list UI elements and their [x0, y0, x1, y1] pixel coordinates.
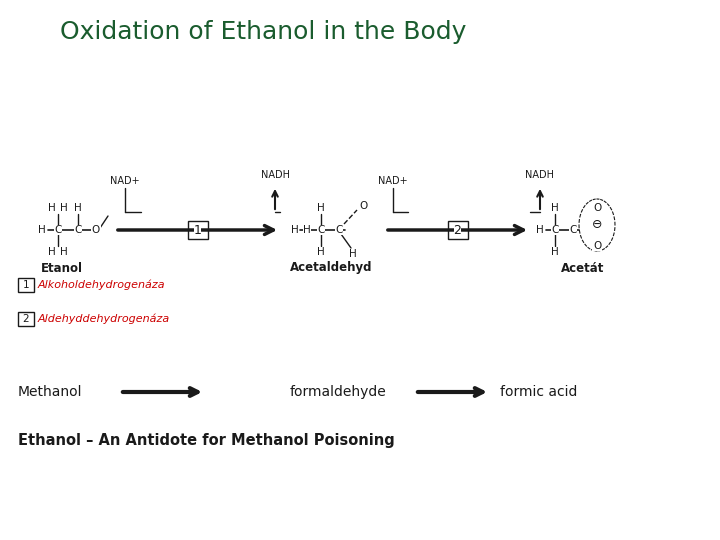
Text: H: H [536, 225, 544, 235]
Text: ⊖: ⊖ [592, 219, 602, 232]
Text: Methanol: Methanol [18, 385, 83, 399]
Text: formic acid: formic acid [500, 385, 577, 399]
Text: 1: 1 [194, 224, 202, 237]
Text: formaldehyde: formaldehyde [290, 385, 387, 399]
Text: O: O [593, 241, 601, 251]
Text: H: H [60, 247, 68, 257]
Text: H: H [74, 203, 82, 213]
Text: H: H [291, 225, 299, 235]
Text: H: H [349, 249, 357, 259]
Text: C: C [74, 225, 81, 235]
Text: Ethanol – An Antidote for Methanol Poisoning: Ethanol – An Antidote for Methanol Poiso… [18, 433, 395, 448]
Text: C: C [552, 225, 559, 235]
Text: 2: 2 [454, 224, 462, 237]
Text: Acetaldehyd: Acetaldehyd [289, 261, 372, 274]
Bar [18, 312, 34, 326]
Text: H: H [551, 203, 559, 213]
Text: H: H [38, 225, 46, 235]
Text: H: H [60, 203, 68, 213]
Text: H: H [303, 225, 311, 235]
Bar [187, 221, 207, 239]
Text: O: O [92, 225, 100, 235]
Text: C: C [54, 225, 62, 235]
Text: Oxidation of Ethanol in the Body: Oxidation of Ethanol in the Body [60, 20, 467, 44]
Text: O: O [593, 203, 601, 213]
Bar [18, 278, 34, 292]
Text: O: O [359, 201, 367, 211]
Text: H: H [317, 203, 325, 213]
Text: 2: 2 [23, 314, 30, 324]
Bar [448, 221, 467, 239]
Text: NADH: NADH [261, 170, 289, 180]
Text: Aldehyddehydrogenáza: Aldehyddehydrogenáza [38, 314, 170, 324]
Text: C: C [318, 225, 325, 235]
Text: 1: 1 [23, 280, 30, 290]
Text: NAD+: NAD+ [378, 176, 408, 186]
Text: H: H [317, 247, 325, 257]
Text: C: C [336, 225, 343, 235]
Text: H: H [48, 247, 56, 257]
Text: H: H [48, 203, 56, 213]
Text: NAD+: NAD+ [110, 176, 140, 186]
Text: NADH: NADH [526, 170, 554, 180]
Text: H: H [551, 247, 559, 257]
Text: C: C [570, 225, 577, 235]
Text: Etanol: Etanol [41, 261, 83, 274]
Text: Alkoholdehydrogenáza: Alkoholdehydrogenáza [38, 280, 166, 291]
Text: Acetát: Acetát [562, 261, 605, 274]
